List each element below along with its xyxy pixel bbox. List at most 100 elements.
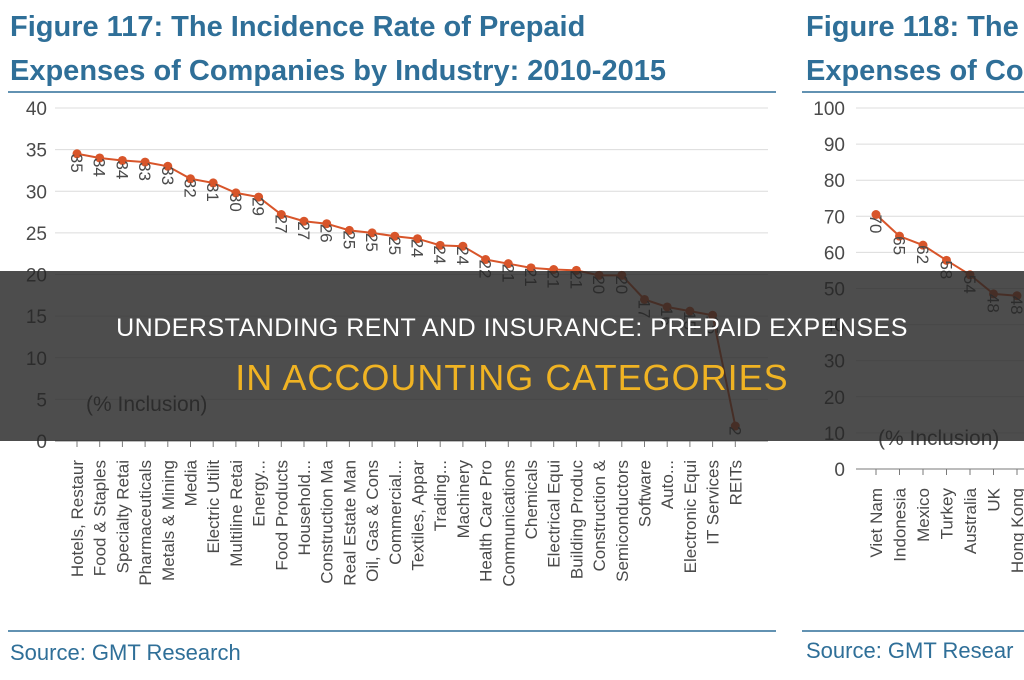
x-category-label: Semiconductors <box>613 460 632 582</box>
x-category-label: REITs <box>726 460 745 505</box>
data-point <box>458 241 468 251</box>
x-category-label: Health Care Pro <box>477 460 496 582</box>
x-category-label: Oil, Gas & Cons <box>363 460 382 582</box>
chart-title-line: Expenses of Co <box>806 55 1024 87</box>
data-label: 65 <box>890 236 909 255</box>
data-point <box>72 149 82 159</box>
x-category-label: Turkey <box>938 488 957 540</box>
y-tick-label: 25 <box>26 224 47 245</box>
x-category-label: Viet Nam <box>867 488 886 558</box>
data-point <box>163 161 173 171</box>
x-category-label: Real Estate Man <box>340 460 359 586</box>
chart-title-line: Figure 117: The Incidence Rate of Prepai… <box>10 11 585 43</box>
x-category-label: Household... <box>295 460 314 555</box>
x-category-label: Mexico <box>914 488 933 542</box>
data-label: 33 <box>158 166 177 185</box>
data-label: 24 <box>453 246 472 265</box>
data-point <box>299 216 309 226</box>
y-tick-label: 80 <box>824 171 845 192</box>
data-point <box>140 157 150 167</box>
data-label: 31 <box>203 183 222 202</box>
data-point <box>208 178 218 188</box>
x-category-label: Food & Staples <box>91 460 110 576</box>
data-label: 34 <box>112 160 131 179</box>
data-label: 26 <box>317 224 336 243</box>
x-category-label: Communications <box>499 460 518 587</box>
x-category-label: Textiles, Appar <box>409 460 428 571</box>
x-category-label: Food Products <box>272 460 291 571</box>
data-label: 29 <box>249 197 268 216</box>
chart-title-line: Figure 118: The <box>806 11 1019 43</box>
x-category-label: Software <box>636 460 655 527</box>
y-tick-label: 70 <box>824 207 845 228</box>
x-category-label: Media <box>182 459 201 506</box>
data-label: 25 <box>385 236 404 255</box>
data-point <box>276 210 286 220</box>
data-point <box>895 231 904 241</box>
data-point <box>254 192 264 202</box>
data-label: 35 <box>67 154 86 173</box>
banner-headline: Understanding Rent And Insurance: Prepai… <box>116 313 908 342</box>
data-label: 25 <box>339 230 358 249</box>
x-category-label: Hong Kong <box>1008 488 1024 573</box>
title-banner: Understanding Rent And Insurance: Prepai… <box>0 271 1024 441</box>
data-point <box>390 231 400 241</box>
data-point <box>918 240 928 250</box>
y-tick-label: 30 <box>26 182 47 203</box>
data-label: 34 <box>90 158 109 177</box>
data-label: 27 <box>294 221 313 240</box>
data-label: 33 <box>135 162 154 181</box>
x-category-label: Pharmaceuticals <box>136 460 155 586</box>
data-label: 24 <box>408 239 427 258</box>
x-category-label: Building Produc <box>567 460 586 580</box>
x-category-label: Multiline Retai <box>227 460 246 567</box>
x-category-label: Construction Ma <box>318 459 337 583</box>
data-point <box>526 263 536 273</box>
data-point <box>322 219 332 229</box>
data-label: 27 <box>271 215 290 234</box>
x-category-label: Construction & <box>590 459 609 571</box>
y-tick-label: 35 <box>26 141 47 162</box>
data-point <box>481 255 491 265</box>
data-point <box>231 188 241 198</box>
x-category-label: Indonesia <box>891 487 910 561</box>
x-category-label: Energy... <box>250 460 269 527</box>
x-category-label: Hotels, Restaur <box>68 460 87 577</box>
x-category-label: Machinery <box>454 460 473 539</box>
x-category-label: Auto... <box>658 460 677 509</box>
banner-subheadline: In Accounting Categories <box>235 356 789 398</box>
y-tick-label: 90 <box>824 135 845 156</box>
data-point <box>942 255 951 265</box>
x-category-label: Electronic Equi <box>681 460 700 573</box>
x-category-label: Trading... <box>431 460 450 531</box>
y-tick-label: 60 <box>824 243 845 264</box>
y-tick-label: 0 <box>834 460 845 481</box>
data-point <box>344 225 354 235</box>
data-label: 25 <box>362 233 381 252</box>
x-category-label: UK <box>985 487 1004 511</box>
x-category-label: IT Services <box>704 460 723 545</box>
data-point <box>871 209 881 219</box>
y-tick-label: 100 <box>813 99 845 120</box>
x-category-label: Commercial... <box>386 460 405 565</box>
x-category-label: Specialty Retai <box>113 460 132 573</box>
data-point <box>435 240 445 250</box>
data-point <box>186 174 195 184</box>
x-category-label: Electrical Equi <box>545 460 564 568</box>
data-label: 32 <box>181 179 200 198</box>
data-point <box>503 259 513 269</box>
source-note: Source: GMT Resear <box>806 638 1013 663</box>
x-category-label: Chemicals <box>522 460 541 539</box>
chart-title-line: Expenses of Companies by Industry: 2010-… <box>10 55 666 87</box>
x-category-label: Australia <box>961 487 980 554</box>
x-category-label: Metals & Mining <box>159 460 178 581</box>
y-tick-label: 0 <box>36 432 47 453</box>
data-point <box>413 234 422 244</box>
data-label: 24 <box>430 245 449 264</box>
data-label: 70 <box>866 214 885 233</box>
data-point <box>117 155 127 165</box>
data-label: 62 <box>913 245 932 264</box>
data-point <box>367 228 377 238</box>
data-point <box>95 153 105 163</box>
data-label: 30 <box>226 193 245 212</box>
